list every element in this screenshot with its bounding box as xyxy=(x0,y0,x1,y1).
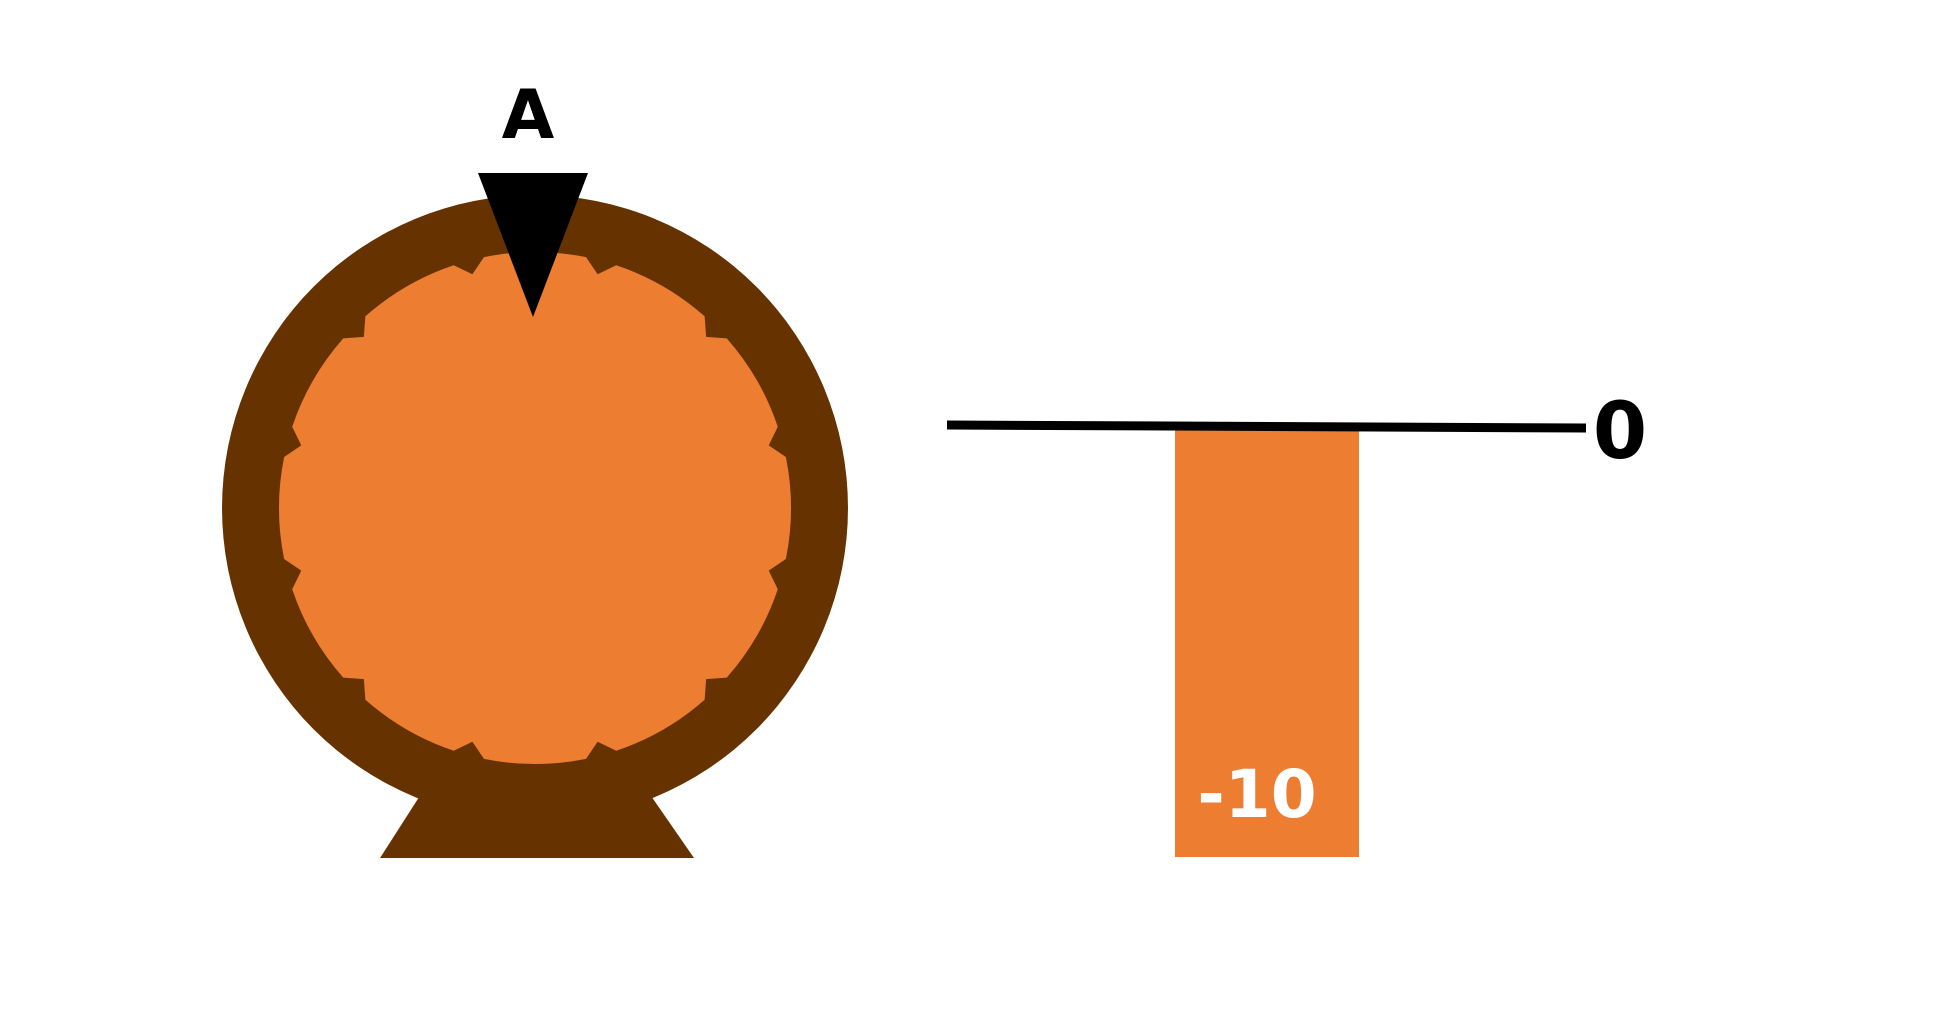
bar-diagram: 0 -10 xyxy=(946,387,1647,857)
wheel-face-sectors xyxy=(279,252,791,764)
bar-value-label: -10 xyxy=(1197,756,1316,833)
wheel-face xyxy=(279,252,791,764)
pointer-label: A xyxy=(502,76,555,155)
baseline-label: 0 xyxy=(1593,387,1647,477)
value-bar xyxy=(1175,427,1359,857)
pointer-triangle xyxy=(478,173,588,317)
spinner-wheel: A xyxy=(222,76,848,858)
baseline-line xyxy=(946,420,1587,433)
